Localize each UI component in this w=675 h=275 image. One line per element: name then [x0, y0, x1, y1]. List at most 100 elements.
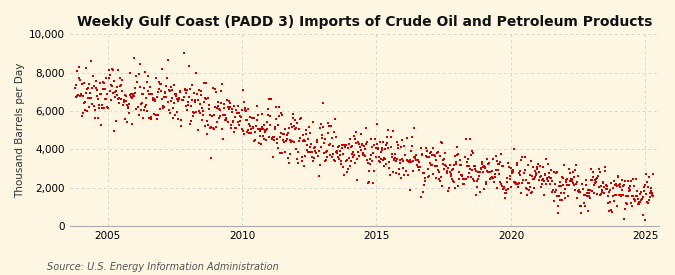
Point — [228, 119, 239, 123]
Point — [284, 138, 295, 142]
Point — [438, 162, 449, 166]
Point — [574, 189, 585, 194]
Point — [88, 84, 99, 88]
Point — [175, 89, 186, 93]
Point — [113, 97, 124, 101]
Point — [523, 188, 534, 192]
Point — [410, 153, 421, 158]
Point — [136, 92, 147, 97]
Point — [622, 202, 632, 207]
Point — [319, 159, 330, 164]
Point — [321, 158, 331, 163]
Point — [142, 109, 153, 114]
Point — [239, 106, 250, 110]
Point — [379, 164, 389, 168]
Point — [134, 112, 144, 117]
Point — [599, 165, 610, 169]
Point — [614, 183, 624, 188]
Point — [504, 165, 514, 169]
Point — [420, 179, 431, 183]
Point — [312, 138, 323, 142]
Point — [363, 181, 374, 185]
Point — [72, 69, 82, 73]
Point — [198, 112, 209, 117]
Point — [254, 133, 265, 138]
Point — [213, 116, 224, 120]
Point — [510, 181, 520, 185]
Point — [173, 117, 184, 122]
Point — [240, 109, 251, 113]
Point — [535, 164, 545, 168]
Point — [223, 98, 234, 103]
Point — [497, 164, 508, 168]
Point — [289, 124, 300, 128]
Point — [87, 101, 98, 106]
Point — [126, 92, 136, 97]
Point — [250, 124, 261, 128]
Point — [196, 89, 207, 93]
Point — [245, 114, 256, 119]
Point — [405, 158, 416, 162]
Point — [608, 179, 619, 183]
Point — [248, 126, 259, 130]
Title: Weekly Gulf Coast (PADD 3) Imports of Crude Oil and Petroleum Products: Weekly Gulf Coast (PADD 3) Imports of Cr… — [77, 15, 652, 29]
Point — [349, 153, 360, 158]
Point — [232, 111, 242, 116]
Point — [418, 183, 429, 188]
Point — [273, 105, 284, 110]
Point — [614, 193, 624, 197]
Point — [554, 193, 564, 198]
Point — [635, 192, 646, 196]
Point — [578, 201, 589, 205]
Point — [85, 91, 96, 95]
Point — [381, 162, 392, 166]
Point — [398, 173, 409, 177]
Point — [201, 132, 212, 136]
Point — [576, 211, 587, 215]
Point — [558, 162, 569, 167]
Point — [562, 193, 573, 198]
Point — [89, 116, 100, 120]
Point — [419, 175, 430, 180]
Point — [545, 182, 556, 187]
Point — [226, 107, 237, 111]
Point — [288, 140, 299, 144]
Point — [155, 81, 165, 86]
Point — [230, 126, 241, 130]
Point — [215, 108, 225, 112]
Point — [335, 162, 346, 166]
Point — [517, 180, 528, 185]
Point — [165, 98, 176, 103]
Point — [329, 130, 340, 134]
Point — [510, 181, 521, 185]
Point — [410, 155, 421, 160]
Point — [171, 92, 182, 96]
Point — [560, 180, 571, 185]
Point — [506, 169, 517, 173]
Point — [151, 112, 161, 117]
Point — [593, 185, 604, 189]
Point — [433, 150, 443, 154]
Point — [458, 182, 469, 186]
Point — [498, 186, 509, 191]
Point — [392, 140, 403, 144]
Point — [74, 94, 85, 98]
Point — [102, 104, 113, 109]
Point — [407, 143, 418, 148]
Point — [563, 167, 574, 171]
Point — [224, 101, 235, 106]
Point — [598, 180, 609, 184]
Point — [332, 155, 343, 159]
Point — [535, 185, 546, 189]
Point — [418, 171, 429, 176]
Point — [163, 87, 174, 92]
Point — [634, 200, 645, 205]
Point — [344, 136, 355, 141]
Point — [375, 150, 386, 154]
Point — [637, 194, 648, 199]
Point — [591, 177, 601, 181]
Point — [294, 126, 305, 131]
Point — [296, 155, 307, 159]
Point — [596, 190, 607, 194]
Point — [577, 182, 588, 187]
